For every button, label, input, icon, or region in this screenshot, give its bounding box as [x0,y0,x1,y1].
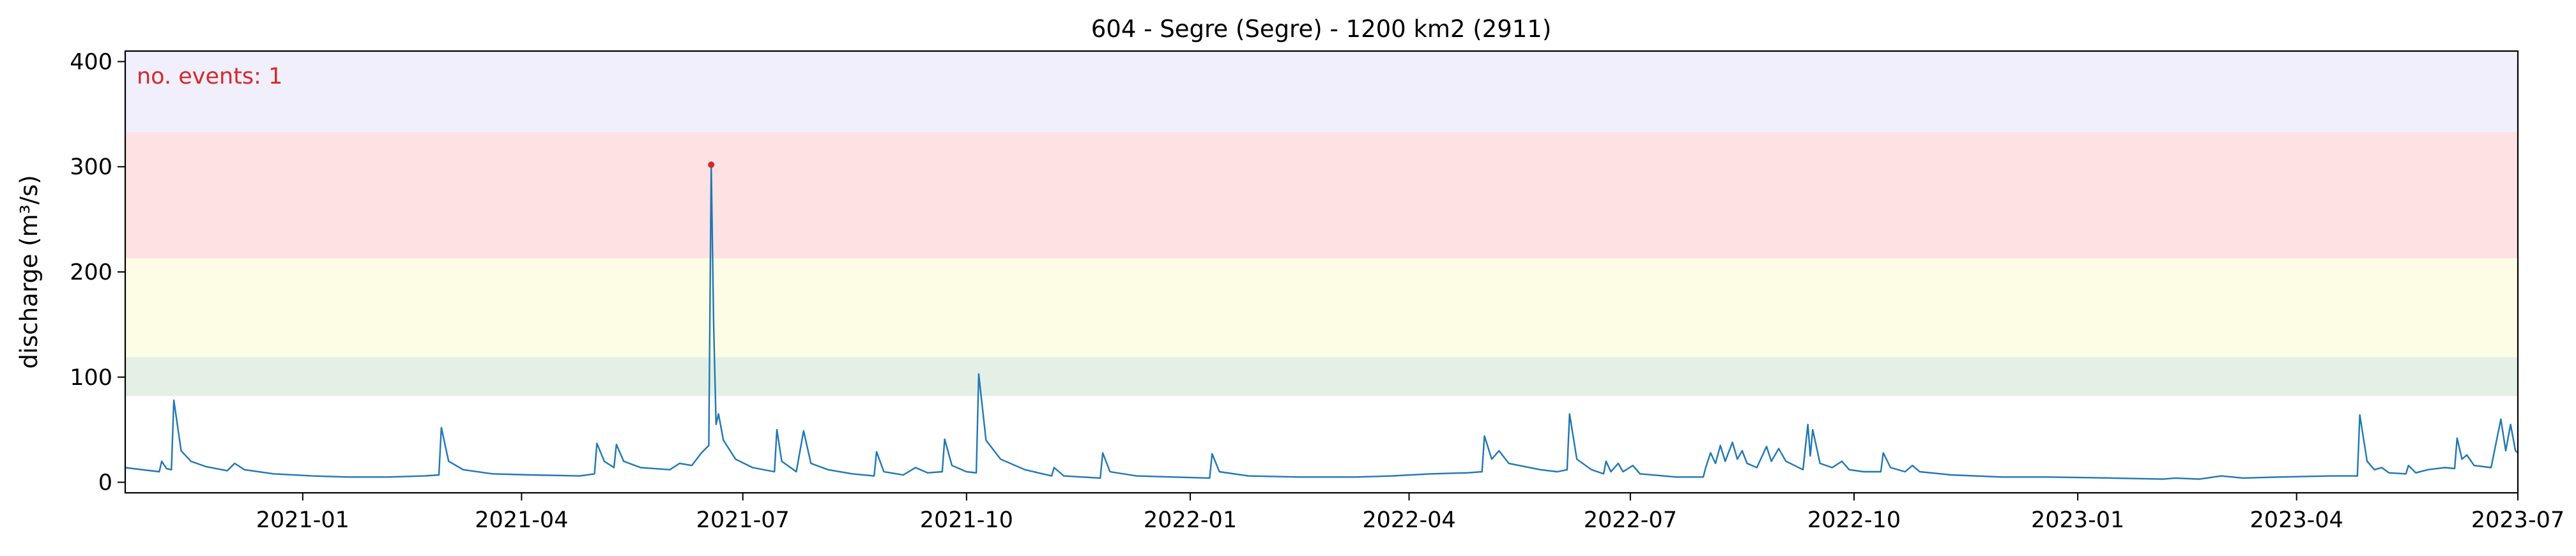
x-tick-label: 2022-07 [1584,507,1677,533]
x-tick-label: 2021-01 [256,507,349,533]
y-axis-label: discharge (m³/s) [15,175,43,369]
x-axis-ticks: 2021-01 2021-04 2021-07 2021-10 2022-01 2022-… [256,493,2564,533]
y-tick-label: 300 [70,154,112,180]
x-tick-label: 2022-10 [1807,507,1901,533]
y-tick-label: 0 [98,470,112,496]
x-tick-label: 2023-04 [2250,507,2343,533]
threshold-band-0 [125,357,2518,396]
threshold-band-2 [125,131,2518,259]
x-tick-label: 2021-04 [475,507,568,533]
x-tick-label: 2021-07 [696,507,790,533]
chart-title: 604 - Segre (Segre) - 1200 km2 (2911) [1091,15,1552,43]
threshold-band-1 [125,258,2518,357]
events-count-annotation: no. events: 1 [137,64,282,89]
plot-area [125,163,2518,480]
x-tick-label: 2023-07 [2471,507,2564,533]
y-tick-label: 400 [70,49,112,75]
event-markers [708,161,715,168]
x-tick-label: 2023-01 [2031,507,2124,533]
threshold-bands [125,51,2518,396]
discharge-series-line [125,163,2518,480]
threshold-band-3 [125,51,2518,132]
x-tick-label: 2022-01 [1144,507,1237,533]
y-axis-ticks: 0 100 200 300 400 [70,49,125,496]
event-marker [708,161,715,168]
x-tick-label: 2021-10 [920,507,1013,533]
y-tick-label: 200 [70,260,112,285]
x-tick-label: 2022-04 [1362,507,1455,533]
y-tick-label: 100 [70,365,112,391]
